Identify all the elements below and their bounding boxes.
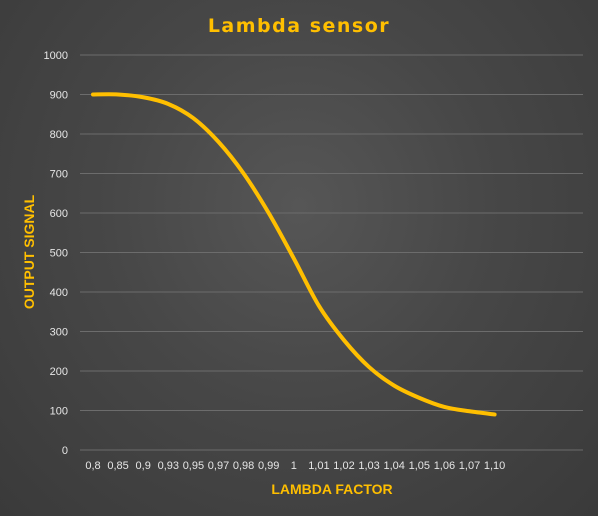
data-point-1,07: [468, 409, 472, 413]
y-tick-label: 1000: [44, 50, 68, 62]
data-point-0,8: [91, 93, 95, 97]
x-tick-label: 1,10: [484, 460, 505, 472]
x-tick-label: 0,8: [85, 460, 100, 472]
x-tick-label: 1,04: [383, 460, 404, 472]
y-tick-label: 500: [50, 248, 68, 260]
x-tick-label: 1,03: [358, 460, 379, 472]
data-point-0,98: [242, 172, 246, 176]
x-axis-ticks: 0,8 0,85 0,9 0,93 0,95 0,97 0,98 0,99 1 1,01 1,02 1…: [85, 460, 505, 472]
y-tick-label: 900: [50, 90, 68, 102]
x-tick-label: 1,06: [434, 460, 455, 472]
x-tick-label: 1,01: [308, 460, 329, 472]
x-tick-label: 0,85: [107, 460, 128, 472]
data-point-0,95: [191, 116, 195, 120]
gridlines: [80, 54, 583, 451]
y-tick-label: 300: [50, 327, 68, 339]
x-tick-label: 1,05: [409, 460, 430, 472]
data-point-1,02: [342, 338, 346, 342]
data-point-0,99: [267, 211, 271, 215]
series-layer: [91, 92, 497, 417]
x-tick-label: 1,07: [459, 460, 480, 472]
y-tick-label: 200: [50, 366, 68, 378]
y-tick-label: 600: [50, 208, 68, 220]
y-axis-ticks: 0 100 200 300 400 500 600 700 800 900 1000: [44, 50, 68, 457]
x-tick-label: 1,02: [333, 460, 354, 472]
data-point-1,05: [417, 396, 421, 400]
y-tick-label: 100: [50, 406, 68, 418]
data-point-0,93: [166, 102, 170, 106]
data-point-0,85: [116, 93, 120, 97]
x-tick-label: 0,95: [183, 460, 204, 472]
x-tick-label: 0,98: [233, 460, 254, 472]
chart-title: Lambda sensor: [208, 15, 390, 37]
x-axis-title: LAMBDA FACTOR: [271, 481, 392, 497]
x-tick-label: 0,9: [136, 460, 151, 472]
data-point-1: [292, 256, 296, 260]
series-line-0: [91, 92, 497, 417]
x-tick-label: 0,99: [258, 460, 279, 472]
x-tick-label: 0,97: [208, 460, 229, 472]
data-point-1,10: [493, 412, 497, 416]
data-point-0,97: [217, 140, 221, 144]
y-tick-label: 0: [62, 445, 68, 457]
x-tick-label: 0,93: [158, 460, 179, 472]
data-point-1,04: [392, 384, 396, 388]
y-axis-title: OUTPUT SIGNAL: [21, 194, 37, 309]
data-point-1,03: [367, 365, 371, 369]
data-point-1,06: [442, 405, 446, 409]
data-point-1,01: [317, 304, 321, 308]
y-tick-label: 400: [50, 287, 68, 299]
y-tick-label: 800: [50, 129, 68, 141]
data-point-0,9: [141, 95, 145, 99]
x-tick-label: 1: [291, 460, 297, 472]
y-tick-label: 700: [50, 169, 68, 181]
